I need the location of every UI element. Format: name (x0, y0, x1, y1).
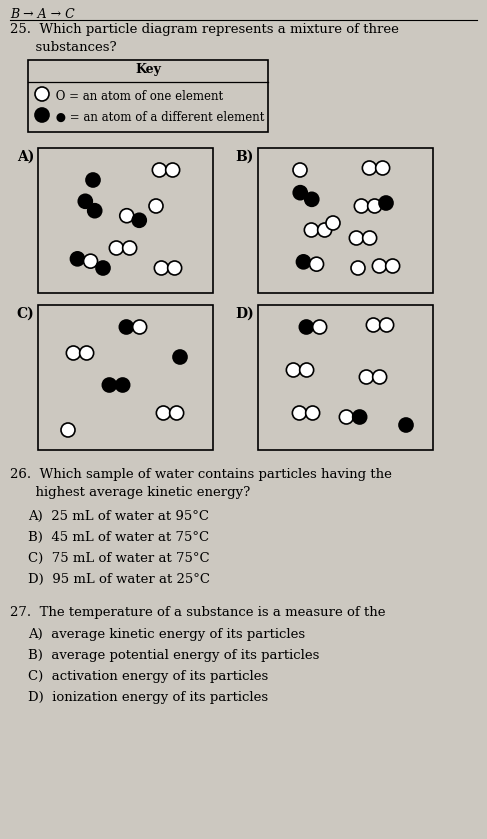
Circle shape (71, 252, 84, 266)
Circle shape (306, 406, 319, 420)
Text: D)  ionization energy of its particles: D) ionization energy of its particles (28, 691, 268, 704)
Circle shape (102, 378, 116, 392)
Circle shape (362, 161, 376, 175)
Circle shape (353, 410, 367, 424)
Circle shape (88, 204, 102, 217)
Circle shape (304, 223, 318, 237)
Text: A)  average kinetic energy of its particles: A) average kinetic energy of its particl… (28, 628, 305, 641)
Circle shape (61, 423, 75, 437)
Circle shape (292, 406, 306, 420)
Circle shape (110, 241, 123, 255)
Circle shape (293, 185, 307, 200)
Text: B)  45 mL of water at 75°C: B) 45 mL of water at 75°C (28, 531, 209, 544)
Circle shape (66, 346, 80, 360)
Circle shape (373, 259, 386, 273)
Circle shape (349, 231, 363, 245)
Circle shape (80, 346, 94, 360)
Text: D)  95 mL of water at 25°C: D) 95 mL of water at 25°C (28, 573, 210, 586)
Circle shape (168, 261, 182, 275)
Circle shape (300, 363, 314, 377)
Circle shape (286, 363, 300, 377)
FancyBboxPatch shape (38, 148, 213, 293)
Text: B): B) (236, 150, 254, 164)
Circle shape (35, 108, 49, 122)
Circle shape (166, 163, 180, 177)
Circle shape (305, 192, 319, 206)
Circle shape (132, 320, 147, 334)
Circle shape (115, 378, 130, 392)
Circle shape (96, 261, 110, 275)
Circle shape (293, 163, 307, 177)
Circle shape (86, 173, 100, 187)
Text: B)  average potential energy of its particles: B) average potential energy of its parti… (28, 649, 319, 662)
Circle shape (326, 216, 340, 230)
Text: C)  activation energy of its particles: C) activation energy of its particles (28, 670, 268, 683)
Circle shape (173, 350, 187, 364)
Text: D): D) (235, 307, 254, 321)
Text: 27.  The temperature of a substance is a measure of the: 27. The temperature of a substance is a … (10, 606, 386, 619)
Circle shape (380, 318, 393, 332)
Circle shape (78, 195, 93, 208)
Circle shape (375, 161, 390, 175)
Text: A)  25 mL of water at 95°C: A) 25 mL of water at 95°C (28, 510, 209, 523)
Circle shape (366, 318, 380, 332)
Circle shape (120, 209, 134, 222)
Text: C): C) (16, 307, 34, 321)
Circle shape (355, 199, 368, 213)
Circle shape (132, 213, 146, 227)
Text: 26.  Which sample of water contains particles having the
      highest average k: 26. Which sample of water contains parti… (10, 468, 392, 499)
Circle shape (399, 418, 413, 432)
Circle shape (119, 320, 133, 334)
FancyBboxPatch shape (258, 305, 433, 450)
Circle shape (351, 261, 365, 275)
Circle shape (169, 406, 184, 420)
Text: C)  75 mL of water at 75°C: C) 75 mL of water at 75°C (28, 552, 209, 565)
Circle shape (156, 406, 170, 420)
Circle shape (373, 370, 387, 384)
Circle shape (300, 320, 313, 334)
Text: B → A → C: B → A → C (10, 8, 75, 21)
FancyBboxPatch shape (38, 305, 213, 450)
Circle shape (123, 241, 137, 255)
Circle shape (339, 410, 354, 424)
Circle shape (318, 223, 332, 237)
Circle shape (310, 258, 323, 271)
Circle shape (152, 163, 167, 177)
Circle shape (149, 199, 163, 213)
Circle shape (386, 259, 400, 273)
Circle shape (154, 261, 169, 275)
Circle shape (359, 370, 374, 384)
FancyBboxPatch shape (28, 60, 268, 132)
Circle shape (379, 196, 393, 210)
Circle shape (297, 255, 310, 268)
Text: O = an atom of one element: O = an atom of one element (52, 90, 223, 103)
Text: 25.  Which particle diagram represents a mixture of three
      substances?: 25. Which particle diagram represents a … (10, 23, 399, 54)
Text: ● = an atom of a different element: ● = an atom of a different element (52, 111, 264, 124)
Text: Key: Key (135, 63, 161, 76)
Circle shape (363, 231, 376, 245)
Text: A): A) (17, 150, 34, 164)
Circle shape (313, 320, 327, 334)
Circle shape (368, 199, 382, 213)
FancyBboxPatch shape (258, 148, 433, 293)
Circle shape (84, 254, 97, 268)
Circle shape (35, 87, 49, 101)
